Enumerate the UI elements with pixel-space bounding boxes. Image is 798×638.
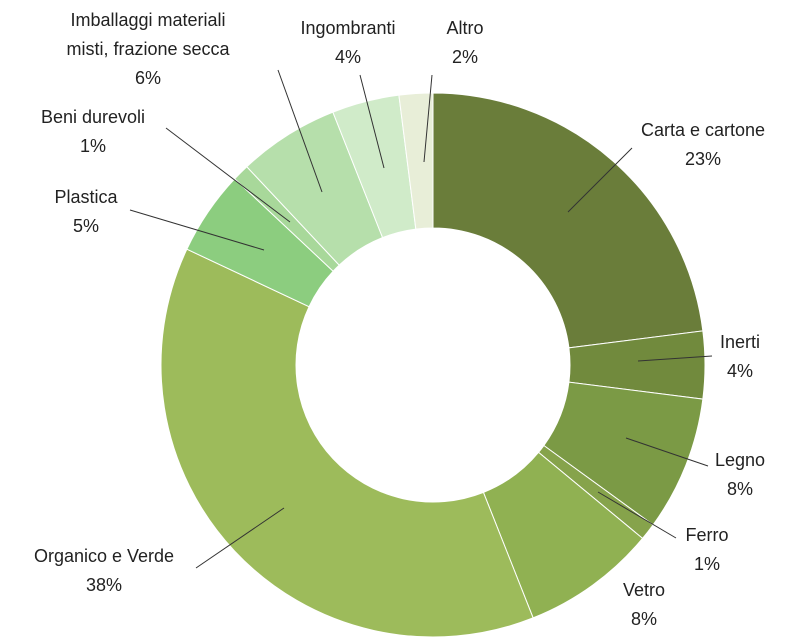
category-label: Plastica	[54, 187, 118, 207]
leader-line	[277, 69, 323, 193]
category-label: Imballaggi materiali misti, frazione sec…	[66, 10, 230, 59]
data-label: Imballaggi materiali misti, frazione sec…	[50, 6, 246, 93]
leader-line	[637, 355, 713, 362]
category-label: Inerti	[719, 332, 761, 352]
leader-line	[597, 491, 677, 539]
category-label: Altro	[446, 18, 484, 38]
donut-segment	[432, 92, 704, 349]
category-label: Beni durevoli	[40, 107, 146, 127]
leader-line	[423, 74, 433, 163]
value-label: 2%	[451, 47, 478, 67]
data-label: Inerti 4%	[700, 328, 780, 386]
value-label: 1%	[79, 136, 106, 156]
value-label: 4%	[334, 47, 361, 67]
leader-line	[359, 74, 385, 169]
leader-line	[165, 127, 291, 223]
data-label: Carta e cartone 23%	[603, 116, 798, 174]
value-label: 6%	[134, 68, 161, 88]
data-label: Legno 8%	[700, 446, 780, 504]
value-label: 8%	[726, 479, 753, 499]
value-label: 23%	[684, 149, 722, 169]
data-label: Altro 2%	[425, 14, 505, 72]
category-label: Ferro	[685, 525, 729, 545]
donut-segment	[398, 92, 434, 230]
leader-line	[129, 209, 265, 251]
data-label: Ferro 1%	[667, 521, 747, 579]
category-label: Ingombranti	[300, 18, 396, 38]
category-label: Carta e cartone	[640, 120, 766, 140]
data-label: Ingombranti 4%	[278, 14, 418, 72]
leader-line	[567, 147, 633, 213]
value-label: 1%	[693, 554, 720, 574]
donut-segment	[160, 248, 534, 638]
data-label: Plastica 5%	[36, 183, 136, 241]
leader-line	[625, 437, 709, 467]
category-label: Vetro	[622, 580, 666, 600]
data-label: Vetro 8%	[604, 576, 684, 634]
value-label: 38%	[85, 575, 123, 595]
data-label: Organico e Verde 38%	[9, 542, 199, 600]
value-label: 8%	[630, 609, 657, 629]
category-label: Organico e Verde	[33, 546, 175, 566]
category-label: Legno	[714, 450, 766, 470]
value-label: 5%	[72, 216, 99, 236]
value-label: 4%	[726, 361, 753, 381]
leader-line	[195, 507, 285, 569]
data-label: Beni durevoli 1%	[18, 103, 168, 161]
